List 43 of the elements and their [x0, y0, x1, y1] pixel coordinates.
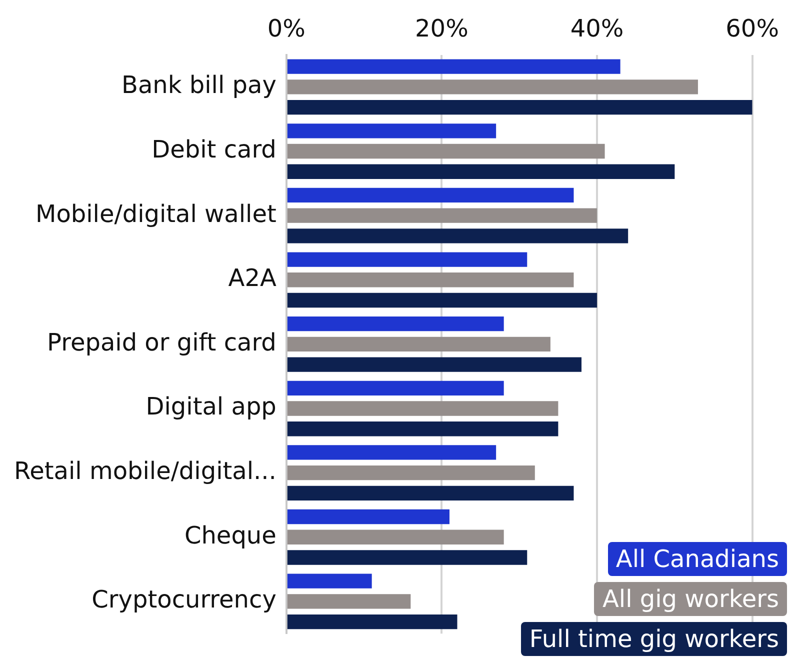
bar [287, 316, 504, 332]
bar [287, 550, 528, 565]
text: Full time gig workers [521, 622, 787, 656]
y-tick-label: Debit card [152, 136, 276, 164]
y-tick-label: Cryptocurrency [92, 586, 276, 614]
bar [287, 292, 598, 308]
y-tick-label: Digital app [146, 392, 276, 421]
bar [287, 357, 582, 372]
bar [287, 144, 605, 159]
bar [287, 509, 450, 524]
bar [287, 208, 598, 223]
bar [287, 100, 752, 115]
bar [287, 486, 574, 501]
bar [287, 59, 620, 74]
bar [287, 252, 528, 267]
bar [287, 530, 504, 544]
bar [287, 124, 496, 138]
x-tick-label: 40% [570, 14, 624, 43]
x-tick-label: 0% [267, 14, 306, 43]
bar [287, 401, 558, 416]
bar [287, 272, 574, 288]
bar [287, 614, 458, 630]
bar [287, 594, 411, 609]
y-tick-label: A2A [228, 264, 277, 292]
y-tick-label: Bank bill pay [121, 71, 276, 100]
bar [287, 336, 550, 352]
bar [287, 228, 628, 244]
bar [287, 80, 698, 94]
bar [287, 574, 372, 588]
bar [287, 465, 535, 480]
y-tick-label: Retail mobile/digital... [14, 457, 276, 486]
bar [287, 380, 504, 396]
bar [287, 164, 675, 179]
bar [287, 422, 558, 436]
y-tick-label: Mobile/digital wallet [36, 200, 276, 228]
y-tick-label: Cheque [184, 521, 276, 550]
x-tick-label: 60% [726, 14, 779, 43]
bar [287, 445, 496, 460]
y-tick-label: Prepaid or gift card [47, 328, 276, 356]
text: All gig workers [594, 582, 787, 616]
text: All Canadians [608, 542, 787, 576]
x-tick-label: 20% [415, 14, 468, 43]
bar [287, 188, 574, 203]
